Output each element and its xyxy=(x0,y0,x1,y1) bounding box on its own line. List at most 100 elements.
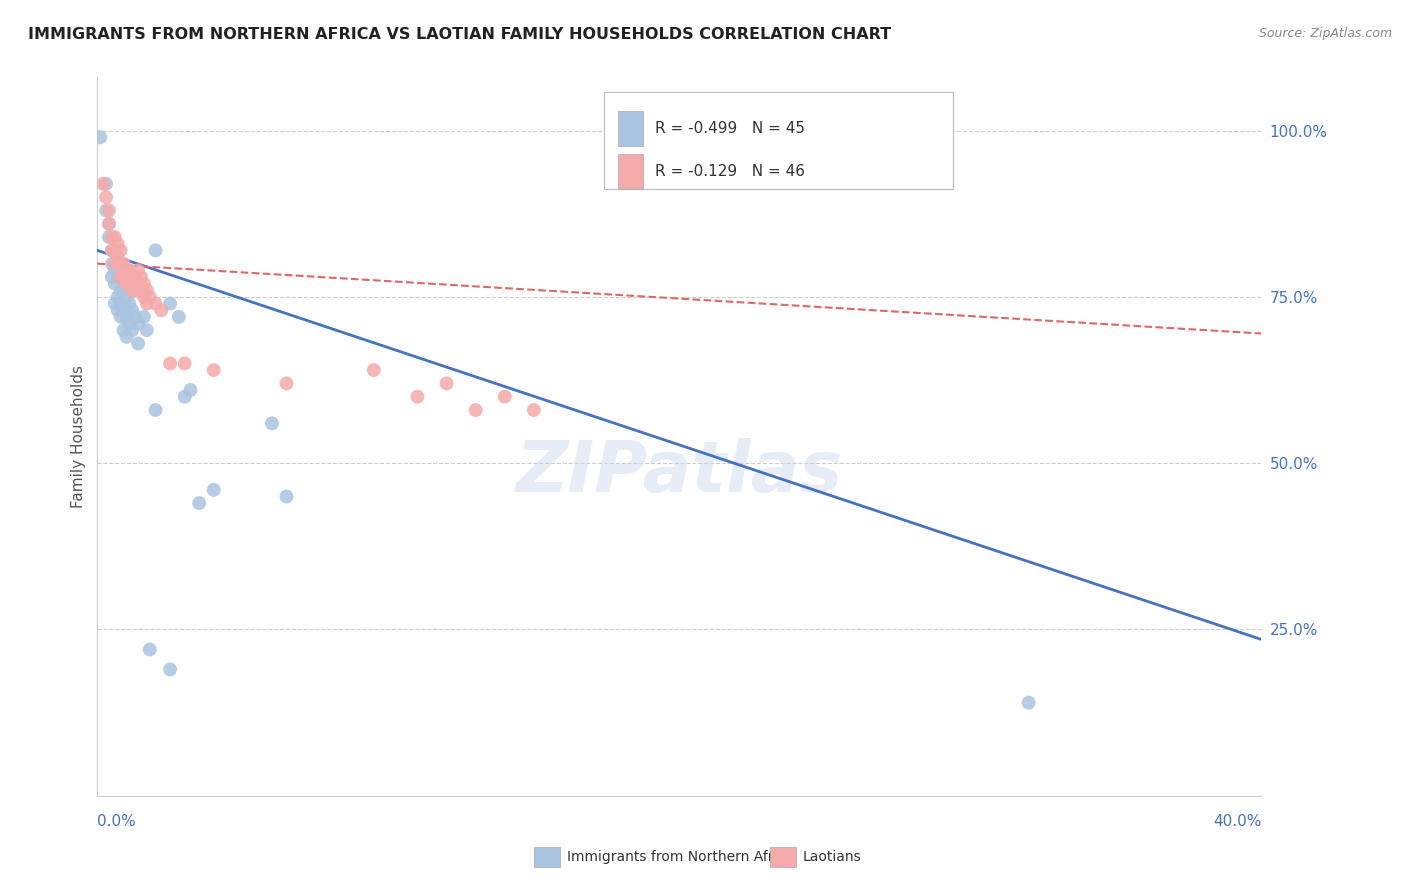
Point xyxy=(145,296,167,310)
Point xyxy=(135,296,157,310)
Text: R = -0.499   N = 45: R = -0.499 N = 45 xyxy=(655,121,804,136)
Point xyxy=(276,376,298,391)
Point xyxy=(104,296,127,310)
Point xyxy=(112,257,135,271)
Point xyxy=(104,263,127,277)
Text: 40.0%: 40.0% xyxy=(1213,814,1261,829)
Point xyxy=(121,283,143,297)
Point xyxy=(124,283,146,297)
Point xyxy=(363,363,385,377)
Point xyxy=(110,310,132,324)
Point xyxy=(91,177,114,191)
Text: R = -0.129   N = 46: R = -0.129 N = 46 xyxy=(655,164,804,178)
Point xyxy=(138,642,160,657)
Point xyxy=(98,217,121,231)
Point xyxy=(104,257,127,271)
Point xyxy=(127,336,149,351)
Point xyxy=(112,283,135,297)
Point xyxy=(1018,696,1040,710)
Point xyxy=(104,244,127,258)
Point xyxy=(104,230,127,244)
Point xyxy=(94,177,117,191)
Point xyxy=(118,263,141,277)
Point xyxy=(132,310,155,324)
Point xyxy=(115,290,138,304)
Point xyxy=(124,270,146,285)
Point xyxy=(94,190,117,204)
Point xyxy=(118,317,141,331)
Point xyxy=(115,277,138,291)
Point xyxy=(101,257,124,271)
Point xyxy=(110,244,132,258)
Point xyxy=(129,270,152,285)
Point xyxy=(110,283,132,297)
Bar xyxy=(617,112,644,146)
Text: Immigrants from Northern Africa: Immigrants from Northern Africa xyxy=(567,850,793,864)
Point xyxy=(112,270,135,285)
Point xyxy=(94,203,117,218)
Point xyxy=(110,296,132,310)
Point xyxy=(115,330,138,344)
Text: 0.0%: 0.0% xyxy=(97,814,136,829)
Point xyxy=(202,483,225,497)
Point xyxy=(179,383,201,397)
Point xyxy=(406,390,429,404)
Point xyxy=(132,277,155,291)
Point xyxy=(115,310,138,324)
Point xyxy=(173,390,195,404)
Point xyxy=(167,310,190,324)
Point xyxy=(121,270,143,285)
Point xyxy=(101,270,124,285)
Point xyxy=(132,290,155,304)
Point xyxy=(159,356,181,370)
Point xyxy=(523,403,546,417)
Point xyxy=(276,490,298,504)
Point xyxy=(107,250,129,264)
Bar xyxy=(603,92,953,189)
Point xyxy=(107,303,129,318)
Point xyxy=(135,323,157,337)
Point xyxy=(127,277,149,291)
Point xyxy=(101,244,124,258)
Point xyxy=(115,263,138,277)
Text: Laotians: Laotians xyxy=(803,850,862,864)
Point xyxy=(127,317,149,331)
Point xyxy=(98,230,121,244)
Point xyxy=(101,230,124,244)
Point xyxy=(464,403,486,417)
Point xyxy=(104,277,127,291)
Point xyxy=(112,323,135,337)
Point xyxy=(118,277,141,291)
Point xyxy=(101,244,124,258)
Point xyxy=(138,290,160,304)
Point xyxy=(173,356,195,370)
Point xyxy=(98,217,121,231)
Point xyxy=(110,257,132,271)
Point xyxy=(494,390,516,404)
Point xyxy=(121,303,143,318)
Text: IMMIGRANTS FROM NORTHERN AFRICA VS LAOTIAN FAMILY HOUSEHOLDS CORRELATION CHART: IMMIGRANTS FROM NORTHERN AFRICA VS LAOTI… xyxy=(28,27,891,42)
Point xyxy=(107,270,129,285)
Y-axis label: Family Households: Family Households xyxy=(72,365,86,508)
Point xyxy=(110,270,132,285)
Point xyxy=(436,376,458,391)
Bar xyxy=(617,154,644,188)
Point xyxy=(129,283,152,297)
Point xyxy=(107,236,129,251)
Text: ZIPatlas: ZIPatlas xyxy=(516,438,844,507)
Point xyxy=(135,283,157,297)
Point xyxy=(145,403,167,417)
Point xyxy=(145,244,167,258)
Point xyxy=(118,296,141,310)
Point xyxy=(260,417,283,431)
Point xyxy=(159,662,181,676)
Point xyxy=(124,310,146,324)
Point xyxy=(98,203,121,218)
Point xyxy=(112,303,135,318)
Point xyxy=(159,296,181,310)
Point xyxy=(107,290,129,304)
Point xyxy=(121,323,143,337)
Point xyxy=(150,303,173,318)
Point xyxy=(188,496,211,510)
Point xyxy=(127,263,149,277)
